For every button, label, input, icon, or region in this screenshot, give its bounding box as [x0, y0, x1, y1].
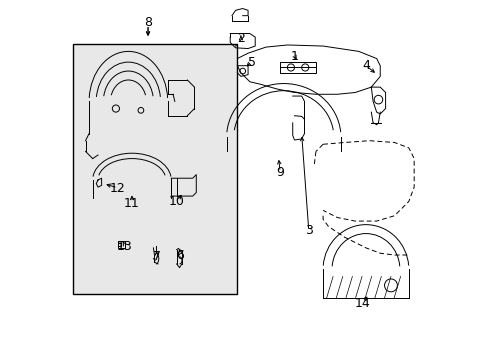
Text: 1: 1: [290, 50, 298, 63]
Text: 8: 8: [144, 16, 152, 29]
Text: 9: 9: [276, 166, 284, 179]
Text: 14: 14: [354, 297, 369, 310]
Text: 4: 4: [361, 59, 369, 72]
Text: 10: 10: [168, 195, 184, 208]
Text: 7: 7: [153, 250, 161, 263]
Text: 11: 11: [124, 197, 140, 210]
Text: 6: 6: [176, 248, 184, 261]
Text: 2: 2: [237, 32, 244, 45]
Text: 5: 5: [247, 55, 255, 69]
Text: 12: 12: [110, 183, 125, 195]
Text: 3: 3: [304, 224, 312, 237]
Bar: [73, 44, 237, 294]
Text: 13: 13: [117, 240, 132, 253]
